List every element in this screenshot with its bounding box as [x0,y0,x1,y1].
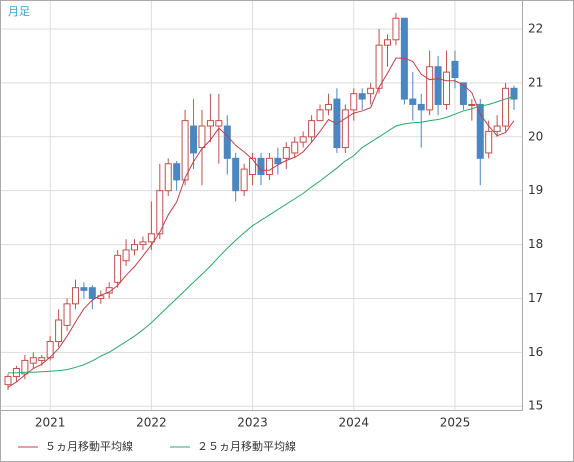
candle-body [282,147,290,159]
candle-body [122,249,130,262]
candle-body [485,130,493,154]
candle-body [417,103,425,111]
legend-label: ２５ヵ月移動平均線 [197,439,296,453]
candle-body [451,60,459,79]
candle-body [367,87,375,95]
candle-body [400,17,408,100]
y-tick-label: 15 [528,399,543,413]
y-tick-label: 20 [528,129,543,143]
candle-body [299,136,307,143]
candle-body [316,109,324,122]
x-tick-label: 2021 [35,416,66,430]
ma-line [8,95,515,374]
candle-body [198,125,206,149]
candle-body [4,376,12,386]
candle-body [392,17,400,41]
candle-body [434,66,442,105]
candle-body [291,141,299,154]
candle-body [459,82,467,105]
y-tick-label: 22 [528,22,543,36]
candle-body [232,157,240,192]
candle-body [274,157,282,165]
x-tick-label: 2025 [440,416,471,430]
x-tick-label: 2022 [136,416,167,430]
y-tick-label: 19 [528,183,543,197]
plot-area [0,0,523,411]
candle-body [443,71,451,105]
candle-body [384,39,391,46]
y-tick-label: 17 [528,291,543,305]
candle-body [156,190,164,235]
candle-body [21,359,29,375]
candle-body [249,157,257,176]
candle-body [190,125,198,154]
candle-body [476,103,484,159]
candle-body [55,319,63,343]
candle-body [375,44,383,89]
candle-body [63,303,71,326]
candle-body [29,357,37,364]
candle-body [502,87,510,127]
x-tick-label: 2023 [237,416,268,430]
candle-body [308,120,316,138]
candle-body [257,157,265,176]
candle-body [350,93,358,111]
candle-body [105,287,113,294]
candle-body [493,125,501,132]
candle-body [358,93,366,100]
y-tick-label: 16 [528,345,543,359]
candle-body [223,125,231,159]
candle-body [147,233,155,243]
candle-body [341,109,349,149]
candle-body [38,357,46,361]
x-tick-label: 2024 [338,416,369,430]
candle-body [240,168,248,192]
candle-body [265,157,273,176]
y-tick-label: 21 [528,75,543,89]
candle-body [71,287,79,305]
candle-body [215,120,223,127]
y-tick-label: 18 [528,237,543,251]
candle-body [173,163,181,181]
ma-line [7,57,515,388]
period-label: 月足 [8,5,30,18]
legend-label: ５ヵ月移動平均線 [45,439,133,453]
candle-body [80,287,88,291]
candle-body [181,120,189,181]
candle-body [510,87,518,100]
candle-body [409,98,417,105]
candle-body [131,244,138,251]
candle-body [139,241,147,246]
candle-body [88,287,96,299]
candle-body [164,163,172,192]
candle-body [426,66,434,111]
candle-body [206,120,214,127]
candle-body [324,103,332,111]
candle-body [114,254,122,283]
candle-body [468,103,476,106]
